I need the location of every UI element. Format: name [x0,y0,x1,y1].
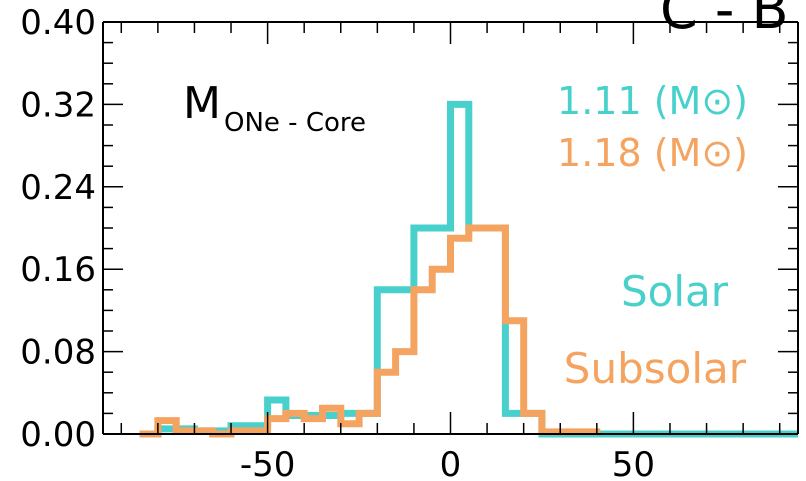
x-tick-label: 0 [440,445,462,481]
y-tick-label: 0.00 [20,415,96,455]
partial-title: C - B [660,0,789,41]
y-tick-label: 0.16 [20,250,96,290]
x-tick-label: -50 [240,445,296,481]
y-tick-label: 0.24 [20,168,96,208]
axes: 0.00 0.08 0.16 0.24 0.32 0.40 -50 0 50 [20,3,799,481]
legend-label-series-2: 1.18 (M⊙) [557,131,748,175]
annotation-sub: ONe - Core [224,108,366,138]
legend-group-subsolar: Subsolar [564,344,747,393]
legend: 1.11 (M⊙) 1.18 (M⊙) Solar Subsolar [557,79,748,393]
y-tick-label: 0.08 [20,333,96,373]
x-tick-label: 50 [612,445,655,481]
legend-group-solar: Solar [621,267,729,316]
legend-label-series-1: 1.11 (M⊙) [557,79,748,123]
annotation-main: M [183,78,221,129]
y-tick-label: 0.40 [20,3,96,43]
y-tick-label: 0.32 [20,85,96,125]
series-2-histogram [139,224,601,438]
core-annotation: M ONe - Core [183,78,366,138]
